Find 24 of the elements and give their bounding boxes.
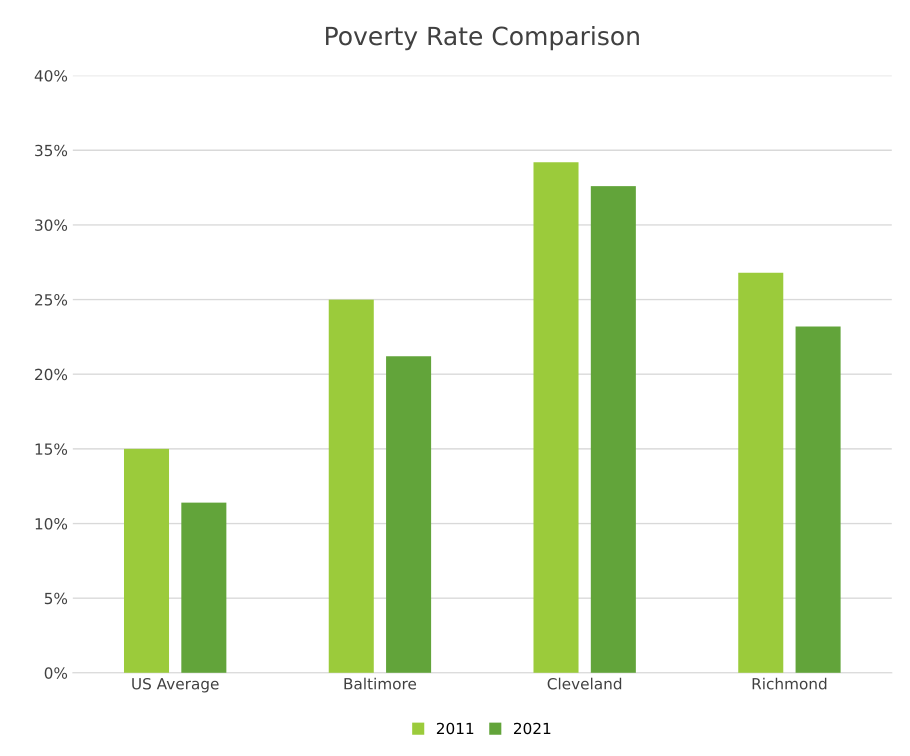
bar — [533, 162, 579, 673]
bar — [796, 326, 841, 673]
bar — [386, 356, 432, 673]
bar — [181, 502, 226, 673]
legend-label: 2011 — [436, 722, 474, 734]
bar — [124, 448, 170, 673]
legend-label: 2021 — [514, 722, 550, 734]
y-tick-label: 40% — [34, 70, 68, 82]
y-tick-label: 10% — [36, 518, 68, 530]
y-tick-label: 20% — [35, 368, 68, 380]
y-tick-label: 15% — [36, 443, 68, 455]
x-tick-label: US Average — [132, 678, 219, 692]
y-tick-label: 30% — [35, 219, 68, 231]
y-tick-label: 0% — [44, 667, 68, 679]
y-tick-label: 5% — [44, 592, 68, 604]
bar — [590, 186, 636, 673]
y-tick-label: 25% — [35, 294, 68, 306]
chart-title: Poverty Rate Comparison — [326, 26, 639, 50]
bar — [738, 272, 784, 673]
x-tick-label: Cleveland — [548, 678, 622, 690]
y-tick-label: 35% — [35, 144, 68, 156]
x-tick-label: Richmond — [752, 678, 826, 690]
bar — [328, 300, 374, 673]
x-tick-label: Baltimore — [344, 678, 416, 690]
